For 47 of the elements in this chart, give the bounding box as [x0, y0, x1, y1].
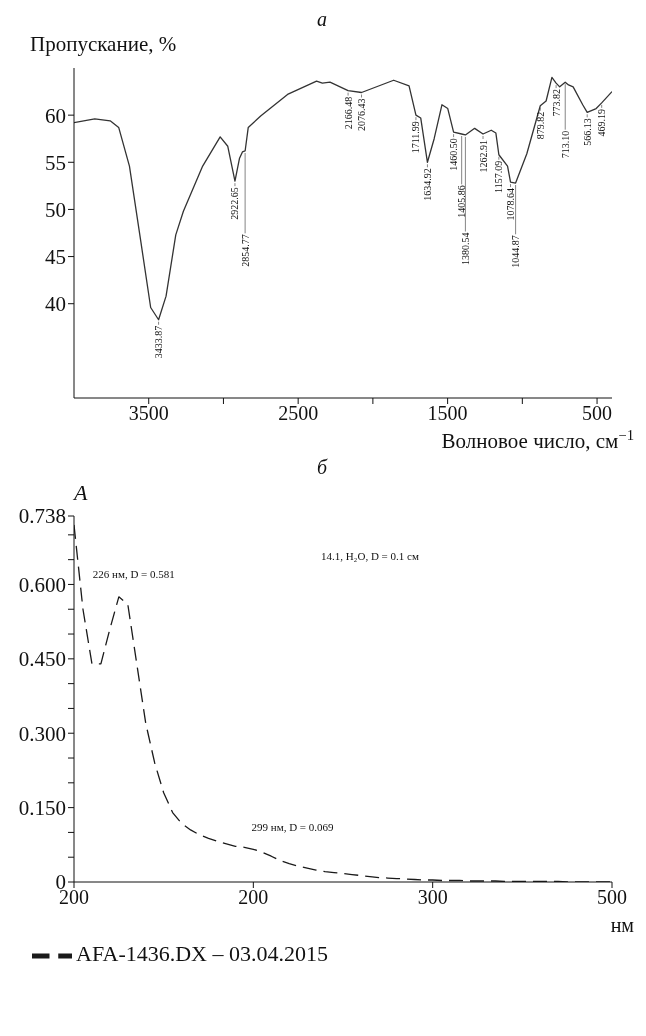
annotation: 2922.65 — [229, 187, 241, 220]
y-tick-label: 55 — [45, 150, 66, 175]
annotation: 879.82 — [534, 111, 546, 140]
x-tick-label: 3500 — [128, 402, 169, 425]
x-tick-label: 500 — [582, 402, 613, 425]
y-axis-title: Пропускание, % — [29, 32, 178, 56]
chart-title: а — [316, 8, 328, 32]
y-tick-label: 0.450 — [18, 647, 66, 672]
annotation: 3433.87 — [153, 325, 165, 359]
annotation: 1078.64 — [505, 188, 517, 221]
y-tick-label: 0.600 — [18, 572, 66, 597]
annotation: 2076.43 — [356, 98, 368, 132]
annotation: 2854.77 — [239, 234, 251, 267]
x-tick-label: 500 — [597, 886, 627, 909]
annotation: 566.13 — [581, 118, 593, 146]
annotation: 773.82 — [550, 89, 562, 117]
x-tick-label: 200 — [238, 886, 269, 909]
x-axis-title: нм — [610, 914, 635, 936]
annotation: 1044.87 — [510, 235, 522, 268]
annotation: 299 нм, D = 0.069 — [251, 820, 335, 833]
annotation: 1711.99 — [410, 121, 422, 154]
annotation: 469.19 — [596, 108, 608, 137]
y-tick-label: 50 — [45, 197, 66, 222]
annotation: 14.1, H₂O, D = 0.1 см — [320, 549, 419, 562]
x-tick-label: 1500 — [427, 402, 468, 425]
annotation: 1460.50 — [448, 138, 460, 171]
y-tick-label: 0.738 — [18, 504, 66, 529]
annotation: 713.10 — [559, 130, 571, 159]
annotation: 1380.54 — [459, 232, 471, 266]
x-tick-label: 300 — [417, 886, 448, 909]
x-axis-title: Волновое число, см$^{−1}$ — [441, 427, 634, 453]
annotation: 226 нм, D = 0.581 — [92, 568, 175, 581]
annotation: 1262.91 — [477, 140, 489, 173]
x-tick-label: 2500 — [278, 402, 319, 425]
y-tick-label: 0.300 — [18, 721, 66, 746]
y-tick-label: 0.150 — [18, 796, 66, 821]
annotation: 1634.92 — [421, 168, 433, 201]
y-tick-label: 40 — [45, 292, 66, 317]
y-axis-title: A — [72, 480, 89, 505]
legend-label: AFA-1436.DX – 03.04.2015 — [76, 941, 328, 967]
annotation: 1405.86 — [456, 185, 468, 218]
chart-title: б — [315, 456, 329, 480]
line-series — [74, 76, 612, 321]
annotation: 2166.48 — [342, 96, 354, 130]
y-tick-label: 45 — [45, 245, 66, 270]
annotation: 1157.09 — [493, 160, 505, 193]
y-tick-label: 60 — [45, 103, 66, 128]
